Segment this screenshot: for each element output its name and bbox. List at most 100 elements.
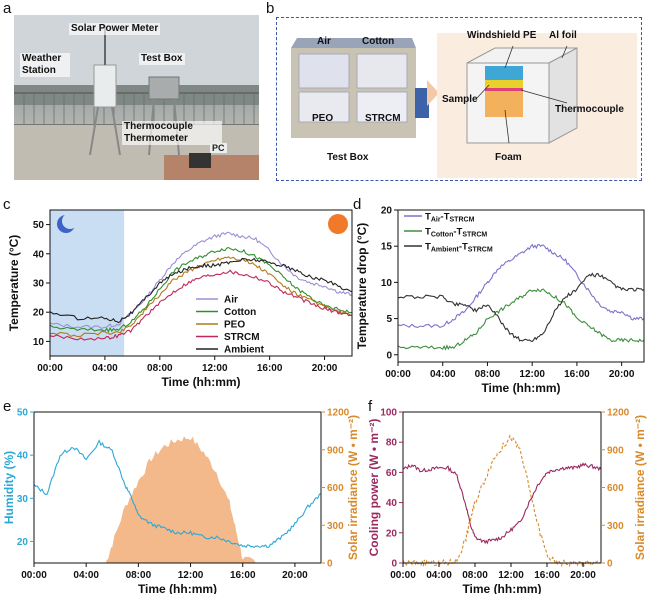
callout-solar-power-meter: Solar Power Meter <box>69 23 161 35</box>
y-right-tick-label: 600 <box>327 483 344 494</box>
y-axis-label: Humidity (%) <box>2 451 16 524</box>
x-axis-label: Time (hh:mm) <box>138 582 217 594</box>
night-shade <box>50 210 125 356</box>
legend-label: TAmbient-TSTRCM <box>425 242 493 254</box>
label-peo: PEO <box>312 113 334 124</box>
y-tick-label: 20 <box>17 537 29 548</box>
y-tick-label: 30 <box>33 279 45 290</box>
label-air: Air <box>317 36 331 47</box>
label-foam: Foam <box>495 152 522 163</box>
series-line-strcm <box>49 269 353 341</box>
series-line-ambient <box>49 257 353 324</box>
y-tick-label: 0 <box>386 350 392 361</box>
label-thermocouple: Thermocouple <box>555 104 624 115</box>
label-sample: Sample <box>442 94 478 105</box>
x-tick-label: 08:00 <box>462 570 488 581</box>
plot-frame <box>402 411 602 564</box>
y-right-tick-label: 0 <box>607 559 613 570</box>
callout-pc: PC <box>210 143 227 153</box>
panel-b-illustration <box>291 33 637 178</box>
legend-label: TCotton-TSTRCM <box>425 227 487 239</box>
y-right-tick-label: 300 <box>327 521 344 532</box>
panel-b-frame: Air Cotton PEO STRCM Test Box Windshield… <box>276 17 642 181</box>
y-right-tick-label: 1200 <box>327 408 350 419</box>
x-tick-label: 00:00 <box>37 363 63 374</box>
plot-frame <box>397 209 645 363</box>
y-right-tick-label: 900 <box>607 445 624 456</box>
panel-label-b: b <box>266 0 275 17</box>
legend-label: Ambient <box>224 345 265 356</box>
callout-test-box: Test Box <box>139 53 185 65</box>
y-right-tick-label: 900 <box>327 445 344 456</box>
y-tick-label: 50 <box>33 220 45 231</box>
x-tick-label: 20:00 <box>609 369 635 380</box>
series-line-solar-irradiance <box>402 434 602 568</box>
y-tick-label: 0 <box>391 559 397 570</box>
legend-label: Cotton <box>224 307 256 318</box>
label-strcm: STRCM <box>365 113 401 124</box>
y-right-tick-label: 1200 <box>607 408 630 419</box>
moon-icon <box>57 213 78 233</box>
x-tick-label: 08:00 <box>475 369 501 380</box>
y-tick-label: 10 <box>381 278 393 289</box>
y-axis-label: Temperature (°C) <box>7 235 21 332</box>
series-line-cooling-power <box>402 462 602 545</box>
x-tick-label: 04:00 <box>92 363 118 374</box>
series-line-humidity <box>33 439 322 549</box>
y-tick-label: 80 <box>386 438 398 449</box>
panel-label-a: a <box>3 0 12 17</box>
x-axis-label: Time (hh:mm) <box>462 582 541 594</box>
y-axis-label: Temperature drop (°C) <box>355 223 369 350</box>
legend-label: Air <box>224 295 238 306</box>
x-tick-label: 12:00 <box>498 570 524 581</box>
label-test-box: Test Box <box>327 152 369 163</box>
series-line-t-cotton-t-strcm <box>397 288 645 351</box>
series-area-solar-irradiance <box>105 436 256 563</box>
panel-label-f: f <box>368 398 373 415</box>
label-cotton: Cotton <box>362 36 395 47</box>
x-tick-label: 16:00 <box>230 570 256 581</box>
legend-label: TAir-TSTRCM <box>425 212 475 224</box>
y-tick-label: 30 <box>17 494 29 505</box>
x-axis-label: Time (hh:mm) <box>481 381 560 395</box>
y-tick-label: 60 <box>386 468 398 479</box>
y-tick-label: 5 <box>386 314 392 325</box>
x-tick-label: 00:00 <box>21 570 47 581</box>
chart-cooling-power: 00:00 04:00 08:00 12:00 16:00 20:00 0 20 40 60 80 1… <box>367 408 647 594</box>
panel-label-d: d <box>353 196 362 213</box>
x-tick-label: 08:00 <box>147 363 173 374</box>
x-tick-label: 12:00 <box>178 570 204 581</box>
y-tick-label: 50 <box>17 408 29 419</box>
x-tick-label: 12:00 <box>202 363 228 374</box>
y-right-tick-label: 300 <box>607 521 624 532</box>
legend-label: STRCM <box>224 332 260 343</box>
y-tick-label: 100 <box>380 408 397 419</box>
x-tick-label: 20:00 <box>312 363 338 374</box>
series-line-t-air-t-strcm <box>397 243 645 329</box>
x-tick-label: 20:00 <box>570 570 596 581</box>
x-tick-label: 04:00 <box>430 369 456 380</box>
y-tick-label: 40 <box>386 498 398 509</box>
callout-weather-station: Weather Station <box>20 53 70 77</box>
legend-label: PEO <box>224 320 245 331</box>
panel-label-c: c <box>3 196 11 213</box>
photo-illustration <box>14 15 259 180</box>
label-al-foil: Al foil <box>549 30 577 41</box>
x-tick-label: 12:00 <box>519 369 545 380</box>
y-tick-label: 20 <box>386 528 398 539</box>
y-axis-label: Cooling power (W • m⁻²) <box>367 419 381 557</box>
y-right-tick-label: 600 <box>607 483 624 494</box>
y-tick-label: 20 <box>33 308 45 319</box>
y-right-axis-label: Solar irradiance (W • m⁻²) <box>346 415 360 560</box>
x-tick-label: 20:00 <box>282 570 308 581</box>
panel-label-e: e <box>3 398 12 415</box>
y-tick-label: 40 <box>17 451 29 462</box>
chart-humidity-irradiance: 00:00 04:00 08:00 12:00 16:00 20:00 20 30 40 50 0 3… <box>2 408 360 594</box>
y-tick-label: 10 <box>33 337 45 348</box>
x-tick-label: 16:00 <box>257 363 283 374</box>
x-tick-label: 04:00 <box>73 570 99 581</box>
x-tick-label: 16:00 <box>534 570 560 581</box>
y-right-axis-label: Solar irradiance (W • m⁻²) <box>633 415 647 560</box>
chart-temperature: 00:00 04:00 08:00 12:00 16:00 20:00 10 20 30 40 50… <box>7 209 353 389</box>
x-axis-label: Time (hh:mm) <box>161 375 240 389</box>
